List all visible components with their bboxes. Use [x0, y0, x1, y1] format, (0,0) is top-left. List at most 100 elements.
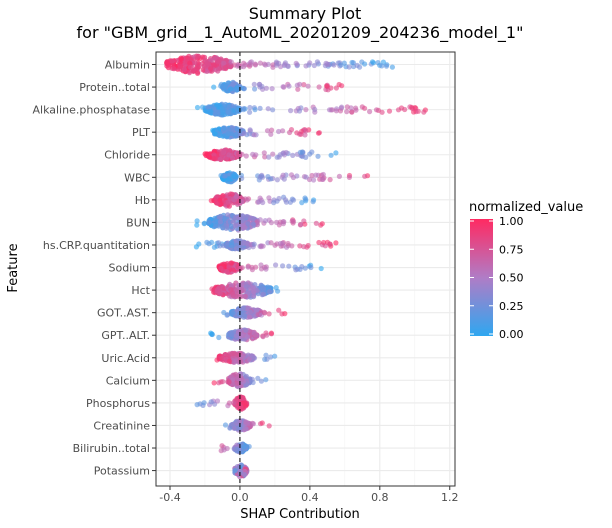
- shap-point: [231, 80, 237, 86]
- shap-point: [208, 399, 214, 405]
- shap-point: [229, 191, 235, 197]
- shap-point: [233, 333, 239, 339]
- shap-point: [266, 289, 273, 295]
- shap-point: [303, 174, 309, 180]
- shap-point: [328, 152, 334, 158]
- y-tick-label: hs.CRP.quantitation: [43, 239, 150, 252]
- shap-point: [224, 445, 230, 452]
- shap-point: [270, 107, 276, 113]
- shap-point: [226, 400, 232, 406]
- shap-point: [290, 174, 296, 181]
- y-axis-title: Feature: [6, 243, 21, 292]
- shap-point: [226, 358, 232, 364]
- shap-point: [266, 154, 272, 160]
- y-tick-label: GOT..AST.: [97, 307, 150, 320]
- shap-point: [350, 60, 356, 66]
- shap-point: [177, 63, 184, 69]
- shap-point: [257, 105, 263, 111]
- shap-point: [211, 244, 217, 250]
- shap-point: [226, 203, 232, 209]
- shap-point: [303, 63, 309, 69]
- shap-point: [280, 128, 286, 134]
- shap-point: [349, 109, 355, 115]
- shap-point: [282, 61, 288, 67]
- shap-point: [307, 151, 313, 157]
- shap-point: [269, 86, 275, 92]
- shap-point: [244, 283, 250, 289]
- shap-point: [311, 62, 317, 69]
- feature-points-wbc: [218, 170, 371, 185]
- shap-point: [212, 111, 218, 117]
- shap-point: [234, 126, 240, 132]
- shap-point: [215, 59, 221, 65]
- shap-point: [266, 195, 272, 201]
- shap-point: [268, 131, 274, 137]
- shap-point: [295, 86, 301, 92]
- shap-point: [252, 62, 259, 68]
- shap-point: [290, 218, 297, 224]
- shap-point: [272, 353, 278, 359]
- shap-point: [235, 106, 241, 112]
- shap-point: [258, 266, 265, 272]
- shap-point: [283, 149, 289, 156]
- shap-point: [211, 155, 217, 162]
- shap-point: [316, 130, 322, 136]
- shap-point: [241, 444, 248, 450]
- shap-point: [297, 149, 303, 155]
- shap-point: [211, 380, 217, 386]
- shap-point: [318, 265, 324, 272]
- shap-point: [243, 327, 249, 333]
- shap-point: [333, 150, 339, 156]
- shap-point: [226, 103, 232, 110]
- shap-point: [245, 264, 251, 270]
- shap-point: [228, 59, 234, 65]
- shap-point: [218, 172, 224, 179]
- y-tick-label: Creatinine: [93, 419, 150, 432]
- shap-point: [222, 216, 228, 222]
- shap-point: [169, 58, 175, 64]
- shap-point: [250, 221, 256, 227]
- shap-point: [305, 83, 311, 89]
- shap-point: [316, 84, 322, 90]
- shap-point: [297, 266, 303, 272]
- feature-points-alkaline-phosphatase: [194, 101, 428, 118]
- shap-point: [223, 64, 229, 71]
- shap-point: [233, 358, 239, 364]
- x-axis-title: SHAP Contribution: [240, 507, 360, 522]
- shap-point: [318, 222, 324, 228]
- shap-point: [205, 61, 211, 67]
- shap-point: [362, 61, 368, 67]
- x-tick-label: -0.4: [159, 491, 180, 504]
- shap-point: [262, 218, 268, 224]
- feature-points-potassium: [232, 462, 250, 480]
- shap-point: [354, 62, 360, 68]
- shap-point: [274, 177, 280, 183]
- shap-point: [174, 57, 180, 64]
- shap-point: [344, 109, 350, 115]
- shap-point: [389, 64, 395, 70]
- shap-point: [206, 154, 212, 160]
- shap-point: [227, 196, 233, 202]
- shap-point: [220, 225, 226, 231]
- y-tick-label: Protein..total: [79, 81, 150, 94]
- shap-point: [226, 379, 232, 385]
- shap-point: [202, 151, 208, 157]
- legend-tick-label: 0.75: [499, 243, 524, 256]
- shap-point: [232, 223, 239, 229]
- shap-point: [169, 62, 175, 68]
- shap-point: [256, 199, 262, 205]
- shap-point: [233, 131, 239, 138]
- shap-point: [266, 311, 272, 317]
- x-tick-label: 0.8: [371, 491, 389, 504]
- feature-points-got-ast-: [221, 305, 288, 320]
- shap-point: [228, 287, 234, 293]
- shap-point: [209, 286, 215, 292]
- feature-points-chloride: [202, 147, 339, 162]
- shap-point: [187, 64, 193, 70]
- shap-point: [226, 176, 232, 182]
- shap-point: [297, 81, 303, 87]
- shap-point: [228, 86, 234, 92]
- x-tick-label: 0.0: [231, 491, 249, 504]
- y-tick-label: GPT..ALT.: [101, 329, 150, 342]
- shap-point: [247, 109, 253, 115]
